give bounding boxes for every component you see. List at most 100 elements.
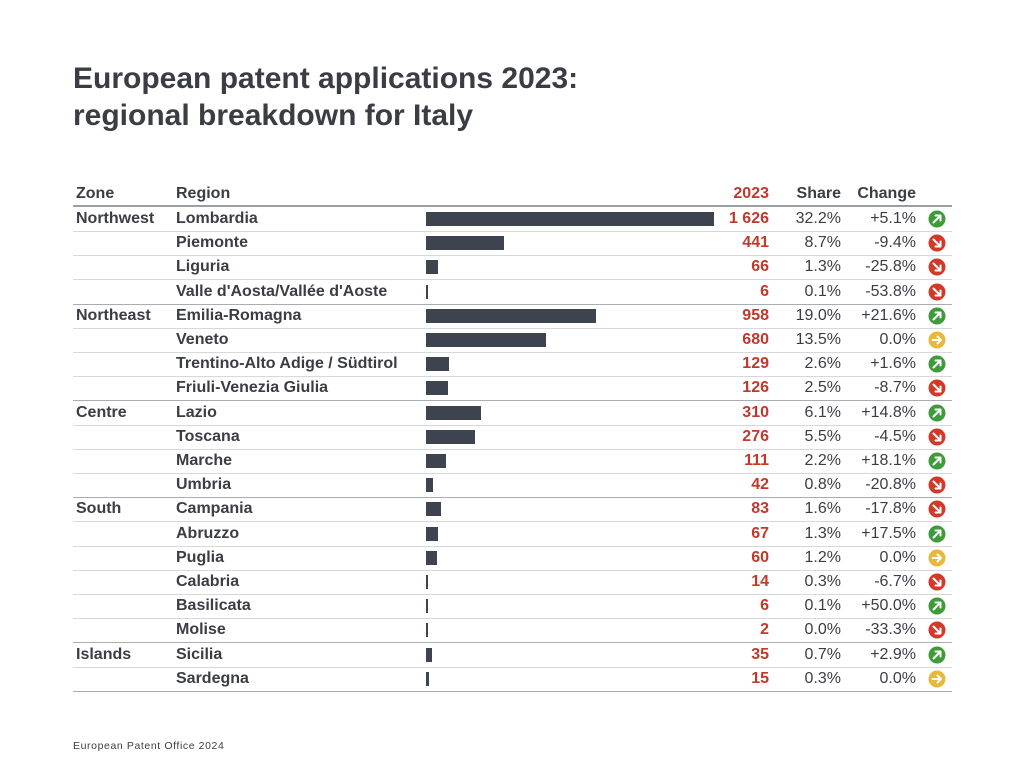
change-label: -20.8%	[865, 476, 916, 494]
change-label: +21.6%	[861, 306, 916, 324]
share-label: 0.3%	[804, 669, 841, 687]
bar	[426, 236, 505, 251]
table-row: Molise 2 0.0% -33.3%	[73, 618, 952, 644]
bar-track	[426, 401, 716, 425]
trend-down-icon	[928, 621, 946, 639]
value-label: 441	[742, 234, 769, 252]
bar	[426, 671, 429, 686]
change-label: +17.5%	[861, 524, 916, 542]
share-label: 2.5%	[804, 379, 841, 397]
table-row: Umbria 42 0.8% -20.8%	[73, 473, 952, 499]
bar-track	[426, 304, 716, 328]
region-label: Lombardia	[176, 210, 258, 227]
trend-down-icon	[928, 476, 946, 494]
bar-track	[426, 449, 716, 473]
change-label: 0.0%	[879, 669, 916, 687]
header-share: Share	[796, 185, 841, 202]
trend-up-icon	[928, 525, 946, 543]
chart-title-line-2: regional breakdown for Italy	[73, 99, 474, 132]
region-label: Sicilia	[176, 645, 223, 663]
trend-flat-icon	[928, 549, 946, 567]
bar-track	[426, 376, 716, 400]
trend-up-icon	[928, 452, 946, 470]
change-label: -33.3%	[865, 621, 916, 639]
region-label: Friuli-Venezia Giulia	[176, 379, 329, 397]
value-label: 42	[751, 476, 769, 494]
table-row: Northeast Emilia-Romagna 958 19.0% +21.6%	[73, 304, 952, 329]
value-label: 6	[760, 282, 769, 300]
share-label: 0.0%	[804, 621, 841, 639]
share-label: 0.1%	[804, 282, 841, 300]
value-label: 15	[751, 669, 769, 687]
bar-track	[426, 280, 716, 304]
value-label: 111	[744, 452, 769, 469]
region-label: Umbria	[176, 476, 232, 494]
table-row: Basilicata 6 0.1% +50.0%	[73, 594, 952, 620]
value-label: 958	[742, 306, 769, 324]
change-label: -8.7%	[874, 379, 916, 397]
footer-source: European Patent Office 2024	[73, 740, 225, 752]
share-label: 0.1%	[804, 597, 841, 615]
bar	[426, 429, 475, 444]
region-label: Lazio	[176, 403, 217, 421]
change-label: -4.5%	[874, 427, 916, 445]
bar	[426, 308, 596, 323]
region-label: Valle d'Aosta/Vallée d'Aoste	[176, 282, 388, 300]
bar-track	[426, 570, 716, 594]
value-label: 35	[751, 645, 769, 663]
bar	[426, 381, 449, 396]
region-label: Basilicata	[176, 597, 251, 615]
change-label: -25.8%	[865, 258, 916, 276]
bar	[426, 212, 714, 226]
share-label: 1.3%	[804, 258, 841, 276]
trend-down-icon	[928, 500, 946, 518]
trend-up-icon	[928, 355, 946, 373]
share-label: 8.7%	[804, 234, 841, 252]
change-label: -17.8%	[865, 500, 916, 518]
table-row: Trentino-Alto Adige / Südtirol 129 2.6% +1.…	[73, 352, 952, 378]
table-row: Northwest Lombardia 1 626 32.2% +5.1%	[73, 207, 952, 232]
bar	[426, 526, 438, 541]
chart-title-line-1: European patent applications 2023:	[73, 62, 579, 95]
share-label: 1.6%	[804, 500, 841, 518]
table-row: Marche 111 2.2% +18.1%	[73, 449, 952, 474]
bar	[426, 502, 441, 517]
share-label: 6.1%	[804, 403, 841, 421]
bar-track	[426, 255, 716, 279]
bar	[426, 599, 428, 614]
share-label: 2.2%	[804, 452, 841, 469]
header-zone: Zone	[76, 185, 115, 202]
bar	[426, 405, 481, 420]
change-label: +1.6%	[870, 355, 916, 373]
region-label: Marche	[176, 452, 233, 469]
bar	[426, 260, 438, 275]
trend-up-icon	[928, 404, 946, 422]
change-label: -9.4%	[874, 234, 916, 252]
bar-track	[426, 473, 716, 497]
region-label: Toscana	[176, 427, 240, 445]
trend-flat-icon	[928, 670, 946, 688]
change-label: -53.8%	[865, 282, 916, 300]
share-label: 1.2%	[804, 548, 841, 566]
zone-label: Northeast	[76, 306, 151, 324]
table-row: Valle d'Aosta/Vallée d'Aoste 6 0.1% -53.8%	[73, 280, 952, 305]
table-row: Piemonte 441 8.7% -9.4%	[73, 231, 952, 257]
trend-down-icon	[928, 379, 946, 397]
value-label: 276	[742, 427, 769, 445]
bar	[426, 284, 428, 299]
change-label: 0.0%	[879, 331, 916, 348]
trend-up-icon	[928, 210, 946, 228]
header-year: 2023	[733, 185, 769, 202]
bar	[426, 623, 428, 638]
value-label: 680	[742, 331, 769, 348]
bar	[426, 575, 429, 589]
value-label: 310	[742, 403, 769, 421]
change-label: +2.9%	[870, 645, 916, 663]
region-label: Molise	[176, 621, 226, 639]
region-label: Calabria	[176, 573, 240, 590]
trend-up-icon	[928, 597, 946, 615]
bar-track	[426, 207, 716, 231]
bar-track	[426, 425, 716, 449]
value-label: 14	[751, 573, 769, 590]
share-label: 32.2%	[795, 210, 841, 227]
